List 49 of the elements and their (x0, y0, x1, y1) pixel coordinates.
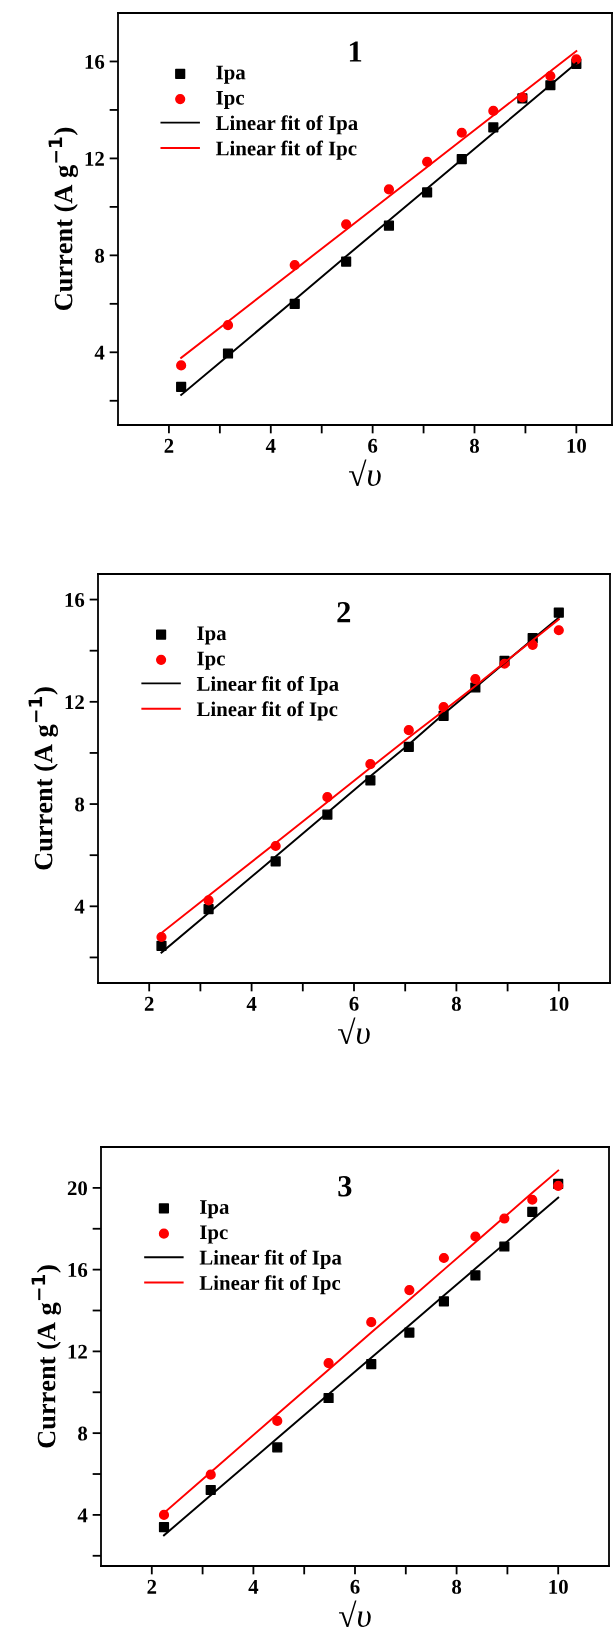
y-tick-label: 8 (95, 248, 105, 263)
x-tick-label: 10 (550, 996, 569, 1011)
y-tick-label: 4 (77, 1508, 88, 1523)
legend-label: Linear fit of Ipa (199, 1249, 342, 1269)
legend-label: Ipc (200, 1225, 228, 1244)
legend-label: Ipa (200, 1200, 230, 1219)
legend-label: Ipa (216, 65, 246, 84)
x-tick-label: 8 (451, 996, 461, 1011)
y-tick-label: 12 (68, 1344, 87, 1359)
x-tick-label: 2 (144, 996, 154, 1011)
y-tick-label: 16 (68, 1263, 88, 1278)
text: 2 (337, 602, 351, 623)
x-tick-label: 4 (246, 996, 257, 1011)
x-tick-label: 2 (164, 438, 174, 453)
legend-label: Linear fit of Ipa (196, 676, 339, 696)
legend-label: Linear fit of Ipa (215, 115, 358, 135)
y-axis-title: Current (A g$^{−1}$) (28, 687, 58, 870)
y-tick-label: 16 (65, 593, 85, 607)
y-tick-label: 20 (67, 1181, 88, 1196)
y-axis-title: Current (A g$^{−1}$) (31, 1265, 61, 1448)
x-tick-label: 6 (350, 1579, 360, 1594)
legend-label: Linear fit of Ipc (196, 701, 338, 721)
x-tick-label: 8 (452, 1579, 462, 1594)
x-tick-label: 4 (265, 438, 276, 453)
legend-label: Ipc (216, 90, 245, 109)
legend-label: Linear fit of Ipc (199, 1275, 341, 1295)
y-tick-label: 8 (75, 797, 85, 812)
x-tick-label: 4 (248, 1579, 259, 1594)
x-tick-label: 2 (147, 1579, 157, 1594)
text: 3 (338, 1176, 352, 1197)
x-axis-title: √υ (349, 459, 381, 487)
x-tick-label: 6 (368, 438, 378, 453)
y-tick-label: 16 (85, 54, 105, 69)
legend-label: Linear fit of Ipc (215, 140, 357, 160)
x-tick-label: 10 (549, 1579, 568, 1594)
x-tick-label: 10 (567, 438, 586, 453)
y-tick-label: 8 (78, 1426, 88, 1441)
x-axis-title: √υ (338, 1017, 370, 1045)
x-tick-label: 6 (349, 996, 359, 1011)
y-tick-label: 12 (65, 695, 84, 710)
y-tick-label: 4 (94, 345, 105, 360)
y-tick-label: 4 (74, 899, 85, 914)
x-tick-label: 8 (469, 438, 480, 453)
text: 1 (349, 41, 362, 62)
x-axis-title: √υ (339, 1600, 371, 1628)
legend-label: Ipa (197, 626, 227, 645)
y-tick-label: 12 (85, 151, 104, 166)
y-axis-title: Current (A g$^{−1}$) (48, 127, 78, 311)
legend-label: Ipc (197, 651, 225, 670)
